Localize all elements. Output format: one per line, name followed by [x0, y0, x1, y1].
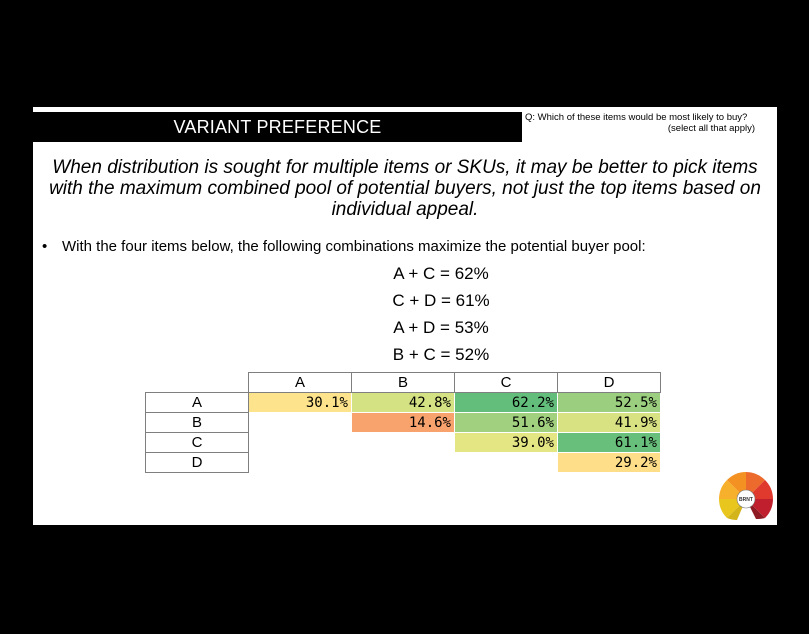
- matrix-cell: 29.2%: [557, 452, 661, 473]
- matrix-cell: 62.2%: [454, 392, 558, 413]
- combination-item: C + D = 61%: [392, 291, 490, 310]
- row-header-d: D: [145, 452, 249, 473]
- matrix-empty-cell: [249, 433, 352, 453]
- question-instruction: (select all that apply): [667, 123, 755, 134]
- combination-matrix: A B C D A 30.1% 42.8% 62.2% 52.5% B 14.6…: [145, 372, 661, 473]
- matrix-row-b: B 14.6% 51.6% 41.9%: [145, 412, 661, 433]
- matrix-empty-cell: [455, 453, 558, 473]
- combination-list: A + C = 62% C + D = 61% A + D = 53% B + …: [33, 264, 809, 372]
- matrix-cell: 41.9%: [557, 412, 661, 433]
- matrix-cell: 42.8%: [351, 392, 455, 413]
- survey-question: Q: Which of these items would be most li…: [525, 112, 755, 134]
- row-header-c: C: [145, 432, 249, 453]
- matrix-cell: 52.5%: [557, 392, 661, 413]
- matrix-empty-cell: [352, 453, 455, 473]
- matrix-header-row: A B C D: [146, 372, 661, 393]
- page-title: VARIANT PREFERENCE: [33, 112, 522, 142]
- column-header-c: C: [454, 372, 558, 393]
- matrix-row-c: C 39.0% 61.1%: [145, 432, 661, 453]
- slide: VARIANT PREFERENCE Q: Which of these ite…: [33, 107, 777, 525]
- matrix-cell: 14.6%: [351, 412, 455, 433]
- matrix-empty-cell: [352, 433, 455, 453]
- row-header-b: B: [145, 412, 249, 433]
- matrix-cell: 39.0%: [454, 432, 558, 453]
- column-header-d: D: [557, 372, 661, 393]
- column-header-a: A: [248, 372, 352, 393]
- matrix-empty-cell: [249, 413, 352, 433]
- matrix-cell: 61.1%: [557, 432, 661, 453]
- bullet-marker: •: [42, 238, 48, 255]
- combination-item: A + C = 62%: [393, 264, 489, 283]
- row-header-a: A: [145, 392, 249, 413]
- combination-item: B + C = 52%: [392, 345, 490, 364]
- matrix-row-d: D 29.2%: [145, 452, 661, 473]
- intro-statement: When distribution is sought for multiple…: [49, 157, 761, 220]
- gauge-logo-icon: BRNT: [719, 472, 773, 520]
- question-text: Q: Which of these items would be most li…: [525, 112, 748, 123]
- matrix-cell: 30.1%: [248, 392, 352, 413]
- logo-label: BRNT: [739, 497, 753, 503]
- bullet-point: • With the four items below, the followin…: [42, 238, 646, 255]
- matrix-corner: [146, 373, 249, 393]
- matrix-row-a: A 30.1% 42.8% 62.2% 52.5%: [145, 392, 661, 413]
- matrix-cell: 51.6%: [454, 412, 558, 433]
- bullet-text: With the four items below, the following…: [62, 238, 646, 255]
- combination-item: A + D = 53%: [393, 318, 489, 337]
- matrix-empty-cell: [249, 453, 352, 473]
- column-header-b: B: [351, 372, 455, 393]
